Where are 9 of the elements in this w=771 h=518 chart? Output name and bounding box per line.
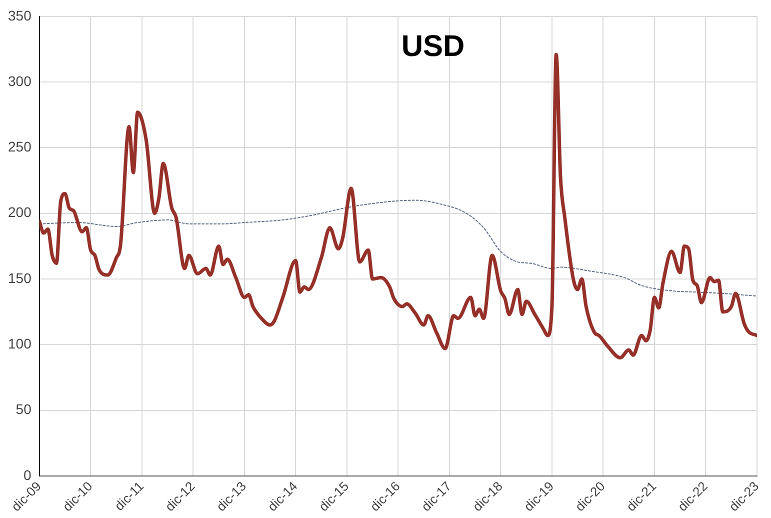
y-tick-label: 250 — [8, 138, 32, 155]
text: USD — [401, 30, 465, 64]
y-tick-label: 200 — [8, 204, 32, 220]
y-tick-label: 100 — [8, 335, 32, 352]
y-tick-label: 300 — [8, 72, 32, 89]
y-tick-label: 150 — [8, 270, 32, 286]
y-tick-label: 50 — [16, 401, 32, 418]
y-tick-label: 0 — [24, 466, 32, 483]
y-tick-label: 350 — [8, 7, 32, 24]
